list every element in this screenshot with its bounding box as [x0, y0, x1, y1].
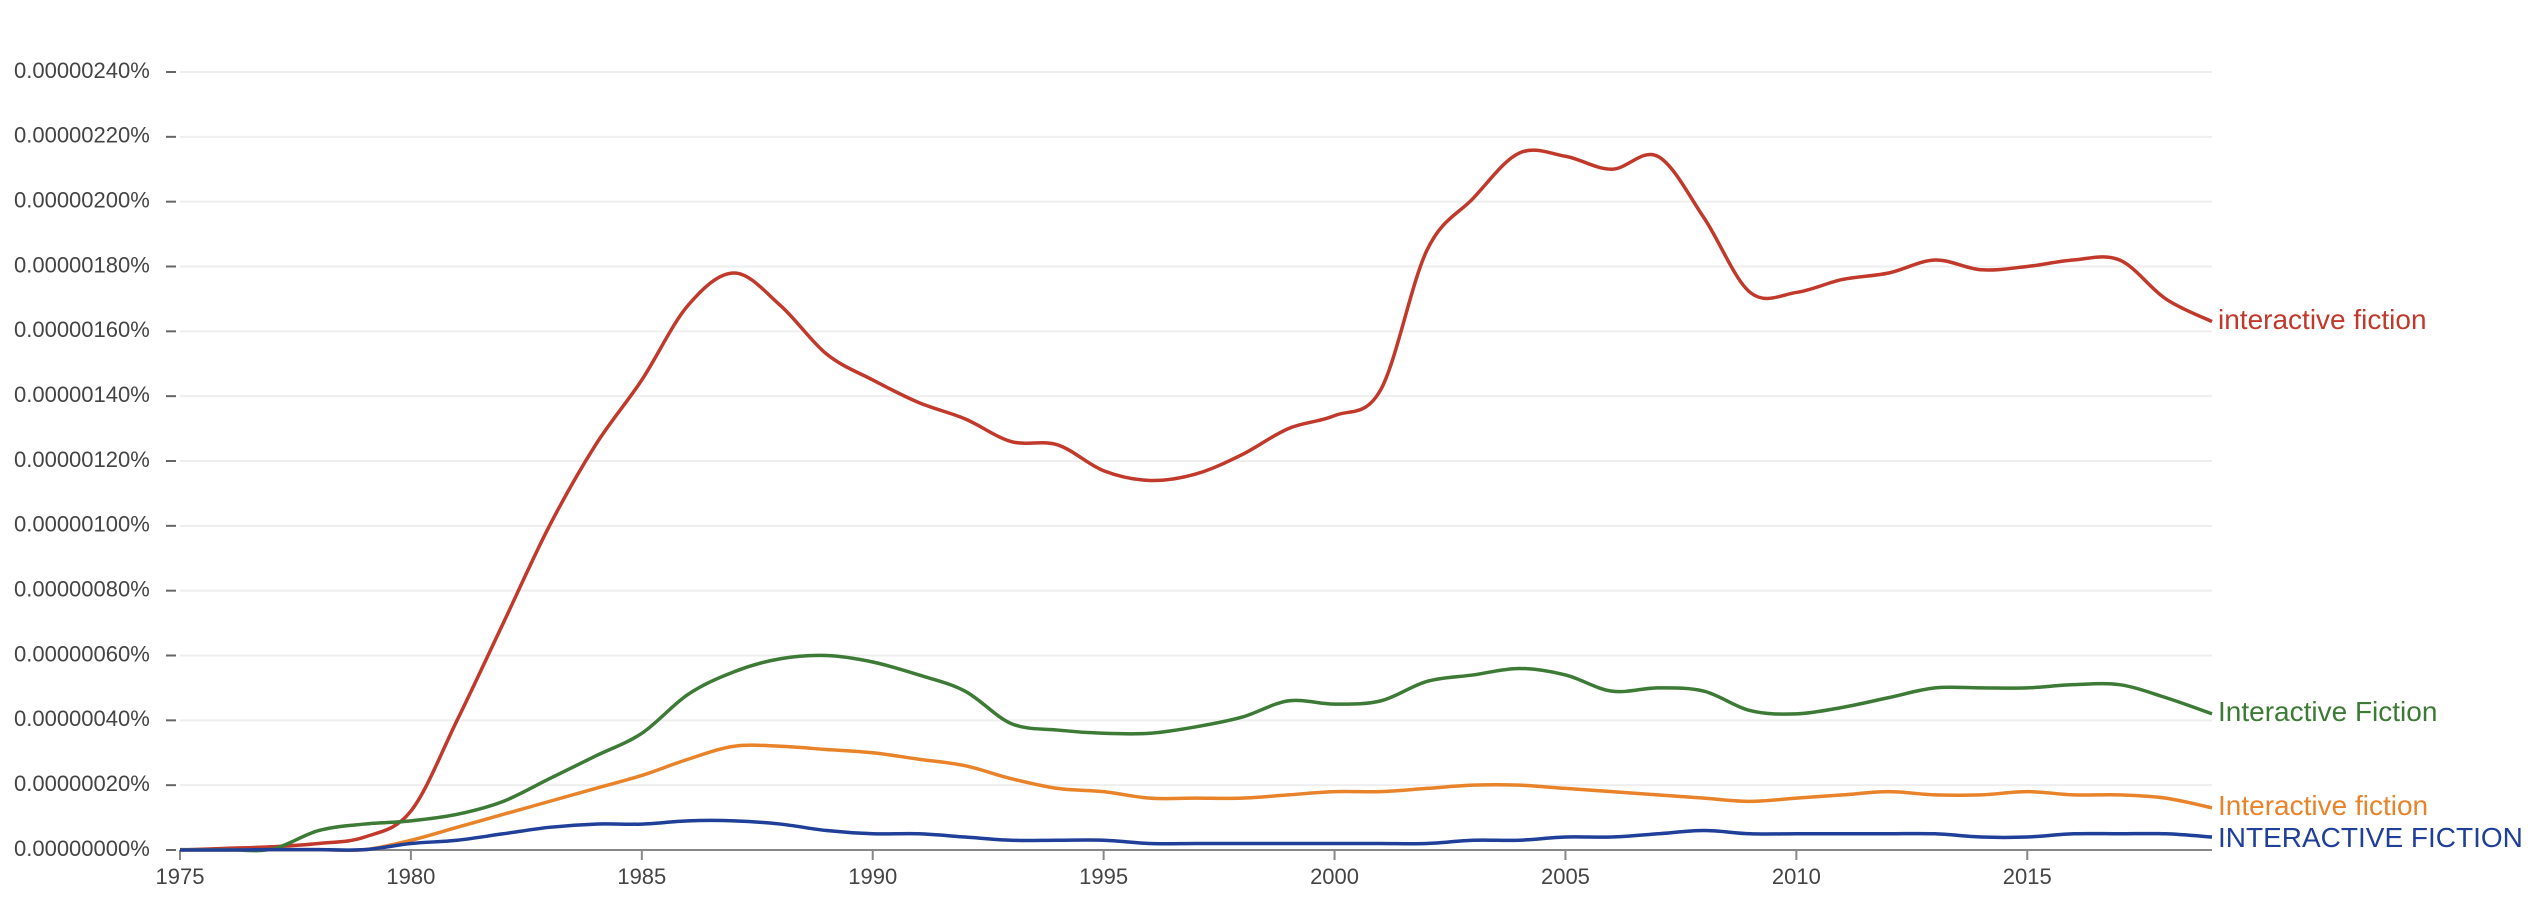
y-tick-label: 0.00000040%	[14, 706, 150, 731]
x-tick-label: 2010	[1772, 864, 1821, 889]
x-tick-label: 1995	[1079, 864, 1128, 889]
x-tick-label: 1985	[617, 864, 666, 889]
x-tick-label: 2005	[1541, 864, 1590, 889]
series-label: Interactive Fiction	[2218, 696, 2437, 727]
series-label: INTERACTIVE FICTION	[2218, 822, 2523, 853]
y-tick-label: 0.00000200%	[14, 187, 150, 212]
y-tick-label: 0.00000000%	[14, 836, 150, 861]
series-label: Interactive fiction	[2218, 790, 2428, 821]
series-line	[179, 743, 2213, 853]
x-tick-label: 1980	[386, 864, 435, 889]
y-tick-label: 0.00000100%	[14, 512, 150, 537]
y-tick-label: 0.00000020%	[14, 771, 150, 796]
series-line	[179, 818, 2213, 852]
series-line	[179, 653, 2213, 853]
x-tick-label: 1975	[156, 864, 205, 889]
y-tick-label: 0.00000080%	[14, 576, 150, 601]
y-tick-label: 0.00000060%	[14, 641, 150, 666]
x-tick-label: 2000	[1310, 864, 1359, 889]
series-line	[179, 148, 2213, 852]
y-tick-label: 0.00000140%	[14, 382, 150, 407]
y-tick-label: 0.00000240%	[14, 58, 150, 83]
y-tick-label: 0.00000220%	[14, 123, 150, 148]
y-tick-label: 0.00000120%	[14, 447, 150, 472]
x-tick-label: 2015	[2003, 864, 2052, 889]
series-label: interactive fiction	[2218, 304, 2427, 335]
y-tick-label: 0.00000160%	[14, 317, 150, 342]
y-tick-label: 0.00000180%	[14, 252, 150, 277]
x-tick-label: 1990	[848, 864, 897, 889]
